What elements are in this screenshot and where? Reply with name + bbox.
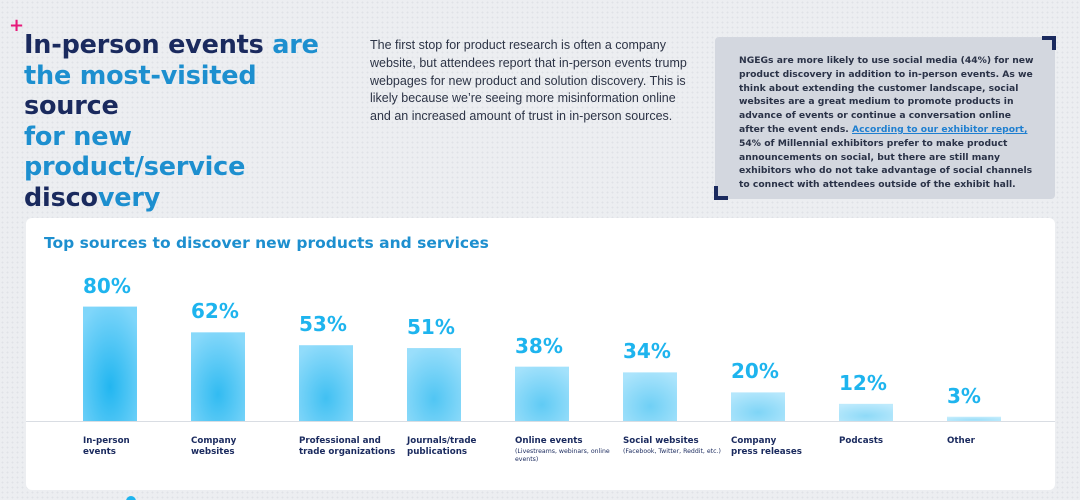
plus-icon: + (9, 15, 25, 36)
bar-value-label: 34% (623, 339, 671, 364)
category-label: Other (947, 436, 975, 446)
bar-3 (299, 345, 353, 421)
headline-part: very (97, 182, 161, 213)
bar-value-label: 3% (947, 383, 981, 408)
headline-part: are (263, 30, 319, 60)
bar-value-label: 12% (839, 370, 887, 395)
headline-part: the most-visited (24, 60, 257, 91)
corner-bracket-icon (1042, 36, 1056, 50)
bar-value-label: 80% (83, 273, 131, 298)
headline-part: source (24, 91, 119, 122)
bar-chart (83, 306, 1001, 421)
bar-6 (623, 372, 677, 421)
category-sublabel: (Facebook, Twitter, Reddit, etc.) (623, 448, 721, 456)
category-label: Company press releases (731, 436, 802, 458)
category-label: Company websites (191, 436, 237, 458)
bar-2 (191, 332, 245, 421)
callout-text: 54% of Millennial exhibitors prefer to m… (739, 137, 1033, 191)
headline-part: In-person events (24, 30, 264, 60)
callout-text: NGEGs are more likely to use social medi… (739, 55, 1034, 135)
page-title: In-person events are the most-visited so… (24, 30, 344, 214)
exhibitor-report-link[interactable]: According to our exhibitor report, (852, 123, 1028, 135)
callout-box: NGEGs are more likely to use social medi… (714, 36, 1056, 200)
bar-value-label: 51% (407, 315, 455, 340)
category-label: Online events (Livestreams, webinars, onl… (515, 436, 620, 464)
bar-value-label: 20% (731, 359, 779, 384)
bar-9 (947, 416, 1001, 421)
bar-value-label: 62% (191, 299, 239, 324)
category-label: Podcasts (839, 436, 884, 446)
category-sublabel: (Livestreams, webinars, online events) (515, 448, 610, 464)
headline-part: disco (24, 182, 98, 213)
chart-baseline (26, 421, 1055, 422)
corner-bracket-icon (714, 186, 728, 200)
category-label: Journals/trade publications (407, 436, 477, 458)
category-label: In-person events (83, 436, 130, 458)
bar-1 (83, 306, 137, 421)
category-label: Professional and trade organizations (299, 436, 396, 458)
chart-title: Top sources to discover new products and… (44, 234, 489, 252)
bar-7 (731, 392, 785, 421)
bar-5 (515, 366, 569, 421)
bar-4 (407, 348, 461, 421)
intro-paragraph: The first stop for product research is o… (370, 38, 687, 123)
bar-8 (839, 403, 893, 421)
bar-value-label: 53% (299, 312, 347, 337)
category-label: Social websites (Facebook, Twitter, Reddi… (623, 436, 728, 456)
headline-part: for new product/service (24, 121, 246, 183)
bar-value-label: 38% (515, 333, 563, 358)
chart-card: Top sources to discover new products and… (26, 218, 1055, 490)
decorative-dot-icon (126, 496, 136, 500)
